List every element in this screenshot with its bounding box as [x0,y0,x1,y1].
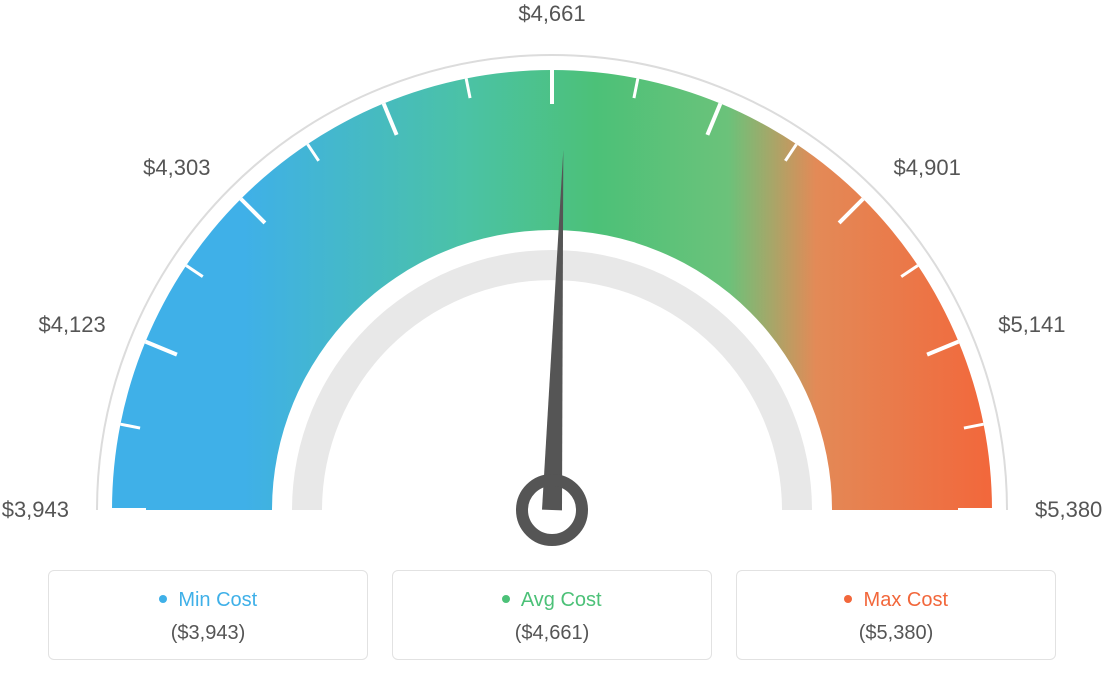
max-cost-title: Max Cost [737,589,1055,612]
gauge-tick-label: $5,141 [998,312,1065,338]
max-cost-value: ($5,380) [737,622,1055,645]
max-cost-label: Max Cost [864,589,948,611]
min-cost-card: Min Cost ($3,943) [48,570,368,660]
summary-cards-row: Min Cost ($3,943) Avg Cost ($4,661) Max … [0,570,1104,660]
gauge-tick-label: $4,123 [38,312,105,338]
min-dot-icon [159,595,167,603]
avg-cost-title: Avg Cost [393,589,711,612]
gauge-tick-label: $3,943 [2,497,69,523]
gauge-tick-label: $4,661 [518,1,585,27]
avg-cost-card: Avg Cost ($4,661) [392,570,712,660]
max-cost-card: Max Cost ($5,380) [736,570,1056,660]
min-cost-value: ($3,943) [49,622,367,645]
gauge-tick-label: $5,380 [1035,497,1102,523]
max-dot-icon [844,595,852,603]
avg-cost-value: ($4,661) [393,622,711,645]
gauge-chart: $3,943 $4,123 $4,303 $4,661 $4,901 $5,141 $5,3… [0,0,1104,570]
avg-dot-icon [502,595,510,603]
gauge-svg [0,0,1104,570]
min-cost-title: Min Cost [49,589,367,612]
min-cost-label: Min Cost [178,589,257,611]
gauge-tick-label: $4,901 [894,155,961,181]
gauge-tick-label: $4,303 [143,155,210,181]
avg-cost-label: Avg Cost [521,589,602,611]
